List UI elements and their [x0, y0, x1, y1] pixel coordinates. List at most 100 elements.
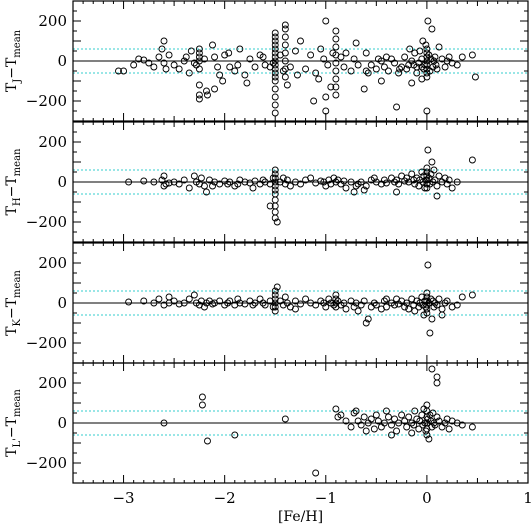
data-point: [425, 51, 433, 59]
data-point: [428, 25, 436, 33]
data-point: [271, 93, 279, 101]
data-point: [408, 79, 416, 87]
data-point: [317, 45, 325, 53]
data-point: [354, 61, 362, 69]
data-point: [408, 170, 416, 178]
data-point: [374, 417, 382, 425]
data-point: [423, 172, 431, 180]
data-point: [395, 180, 403, 188]
data-point: [209, 41, 216, 49]
data-point: [385, 413, 392, 421]
data-point: [458, 293, 466, 301]
data-point: [429, 409, 437, 417]
x-tick-label: 0: [422, 489, 432, 507]
data-point: [322, 93, 330, 101]
data-point: [251, 63, 259, 71]
data-point: [160, 172, 168, 180]
data-point: [175, 300, 183, 308]
data-point: [185, 184, 193, 192]
data-point: [416, 47, 424, 55]
data-point: [281, 41, 289, 49]
data-point: [246, 55, 254, 63]
data-point: [433, 373, 441, 381]
data-point: [377, 77, 385, 85]
data-point: [352, 407, 360, 415]
data-point: [382, 303, 390, 311]
data-point: [391, 415, 398, 423]
data-point: [360, 85, 368, 93]
data-point: [433, 192, 441, 200]
data-point: [419, 421, 427, 429]
data-point: [180, 57, 188, 65]
data-point: [352, 182, 360, 190]
data-point: [438, 305, 446, 313]
data-point: [269, 174, 277, 182]
data-point: [423, 61, 431, 69]
data-point: [422, 41, 430, 49]
data-point: [405, 413, 413, 421]
data-point: [443, 297, 451, 305]
data-point: [347, 67, 355, 75]
data-point: [203, 188, 210, 196]
data-point: [211, 85, 219, 93]
data-point: [140, 177, 148, 185]
data-point: [342, 184, 350, 192]
data-point: [291, 297, 299, 305]
data-point: [413, 69, 421, 77]
data-point: [425, 435, 433, 443]
data-point: [307, 51, 315, 59]
data-point: [423, 164, 431, 172]
data-point: [283, 176, 291, 184]
data-point: [468, 51, 476, 59]
data-point: [327, 83, 335, 91]
data-point: [401, 303, 409, 311]
data-point: [226, 178, 234, 186]
data-point: [140, 297, 148, 305]
data-point: [393, 103, 401, 111]
data-point: [431, 299, 439, 307]
data-point: [271, 29, 279, 37]
data-point: [411, 307, 419, 315]
data-point: [170, 297, 178, 305]
data-point: [423, 401, 431, 409]
data-point: [135, 55, 143, 63]
data-point: [433, 379, 441, 387]
data-point: [271, 109, 279, 117]
data-point: [423, 45, 431, 53]
data-point: [352, 39, 360, 47]
data-point: [423, 431, 431, 439]
data-point: [214, 63, 222, 71]
data-point: [294, 71, 301, 79]
data-point: [360, 297, 368, 305]
data-point: [438, 423, 446, 431]
data-point: [424, 261, 432, 269]
y-tick-label: −200: [26, 213, 67, 231]
data-point: [145, 59, 153, 67]
data-point: [322, 17, 330, 25]
data-point: [197, 174, 205, 182]
data-point: [224, 180, 232, 188]
data-point: [187, 47, 195, 55]
data-point: [441, 419, 449, 427]
data-point: [360, 186, 368, 194]
y-tick-label: −200: [26, 334, 67, 352]
data-point: [271, 73, 279, 81]
data-point: [423, 168, 431, 176]
data-point: [435, 172, 443, 180]
data-point: [281, 21, 289, 29]
data-point: [249, 301, 257, 309]
data-point: [395, 419, 403, 427]
data-point: [195, 91, 203, 99]
data-point: [377, 423, 385, 431]
data-point: [445, 176, 453, 184]
data-point: [211, 53, 219, 61]
data-point: [441, 174, 449, 182]
data-point: [441, 63, 449, 71]
data-point: [297, 37, 304, 45]
y-tick-label: 0: [57, 173, 67, 191]
data-point: [324, 61, 332, 69]
data-point: [185, 295, 193, 303]
data-point: [251, 177, 259, 185]
data-point: [382, 295, 390, 303]
